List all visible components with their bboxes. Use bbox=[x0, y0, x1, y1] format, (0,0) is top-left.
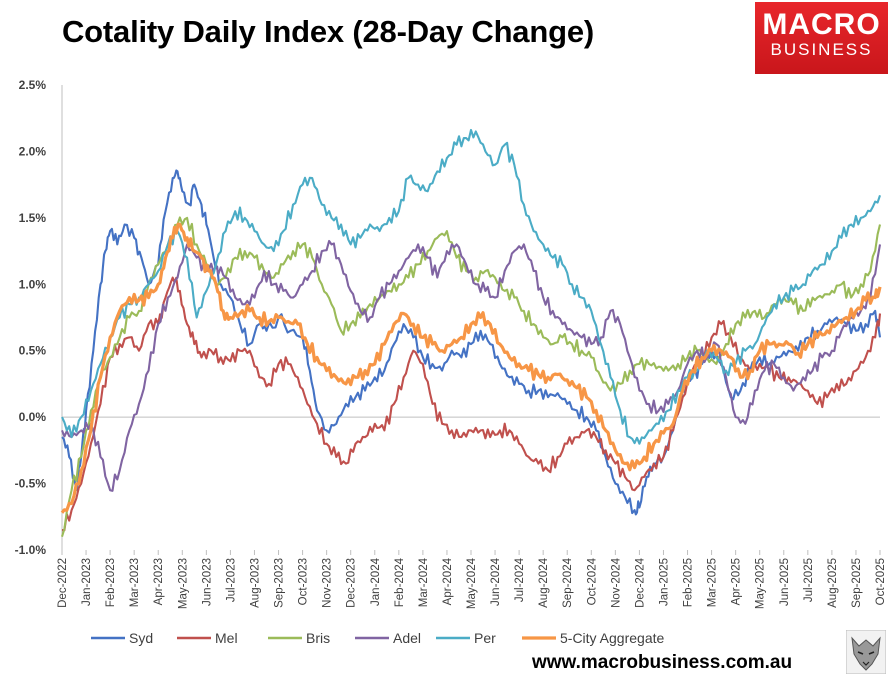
x-axis: Dec-2022 Jan-2023 Feb-2023 Mar-2023 Apr-2023… bbox=[57, 550, 887, 609]
y-tick-label: 2.5% bbox=[19, 78, 47, 92]
y-tick-label: -1.0% bbox=[15, 543, 47, 557]
x-tick-label: Apr-2025 bbox=[731, 558, 743, 605]
y-tick-label: 0.5% bbox=[19, 344, 47, 358]
series-line-syd bbox=[61, 169, 882, 516]
legend-label-adel: Adel bbox=[393, 630, 421, 646]
x-tick-label: Aug-2025 bbox=[827, 558, 839, 608]
x-tick-label: Dec-2024 bbox=[634, 557, 646, 607]
chart-title: Cotality Daily Index (28-Day Change) bbox=[62, 14, 594, 49]
legend-label-syd: Syd bbox=[129, 630, 153, 646]
series-line-adel bbox=[61, 239, 882, 492]
x-tick-label: Apr-2023 bbox=[153, 558, 165, 605]
logo-line2: BUSINESS bbox=[770, 40, 873, 59]
x-tick-label: Dec-2023 bbox=[346, 558, 358, 608]
legend: Syd Mel Bris Adel Per 5-City Aggregate bbox=[91, 630, 664, 646]
x-tick-label: May-2024 bbox=[466, 557, 478, 609]
series-line-mel bbox=[61, 276, 882, 532]
x-tick-label: Oct-2024 bbox=[586, 557, 598, 605]
wolf-logo-icon bbox=[846, 630, 886, 674]
x-tick-label: Feb-2024 bbox=[394, 557, 406, 607]
x-tick-label: Feb-2023 bbox=[105, 558, 117, 607]
y-tick-label: 1.5% bbox=[19, 211, 47, 225]
macrobusiness-logo: MACRO BUSINESS bbox=[755, 2, 888, 74]
x-tick-label: Aug-2023 bbox=[249, 558, 261, 608]
legend-label-mel: Mel bbox=[215, 630, 238, 646]
x-tick-label: Oct-2023 bbox=[298, 558, 310, 605]
y-tick-label: 0.0% bbox=[19, 410, 47, 424]
series-line-5-city-aggregate bbox=[60, 222, 882, 514]
x-tick-label: Sep-2024 bbox=[562, 557, 574, 607]
y-axis: 2.5% 2.0% 1.5% 1.0% 0.5% 0.0% -0.5% -1.0% bbox=[15, 78, 63, 557]
x-tick-label: Jan-2025 bbox=[658, 558, 670, 606]
x-tick-label: Nov-2024 bbox=[610, 557, 622, 607]
y-tick-label: -0.5% bbox=[15, 477, 47, 491]
x-tick-label: Jun-2023 bbox=[201, 558, 213, 606]
x-tick-label: May-2023 bbox=[177, 558, 189, 609]
x-tick-label: Feb-2025 bbox=[683, 558, 695, 607]
x-tick-label: Jun-2024 bbox=[490, 557, 502, 606]
line-chart: 2.5% 2.0% 1.5% 1.0% 0.5% 0.0% -0.5% -1.0% Dec-2… bbox=[15, 78, 887, 646]
x-tick-label: Jul-2025 bbox=[803, 558, 815, 602]
x-tick-label: Jul-2024 bbox=[514, 557, 526, 602]
x-tick-label: Dec-2022 bbox=[57, 558, 69, 608]
x-tick-label: Nov-2023 bbox=[322, 558, 334, 608]
footer-url: www.macrobusiness.com.au bbox=[532, 652, 793, 673]
legend-label-5-city-aggregate: 5-City Aggregate bbox=[560, 630, 664, 646]
x-tick-label: Jan-2024 bbox=[370, 557, 382, 606]
y-tick-label: 1.0% bbox=[19, 277, 47, 291]
plot-background bbox=[62, 85, 880, 550]
legend-label-bris: Bris bbox=[306, 630, 330, 646]
x-tick-label: Jun-2025 bbox=[779, 558, 791, 606]
x-tick-label: Oct-2025 bbox=[875, 558, 887, 605]
x-tick-label: Apr-2024 bbox=[442, 557, 454, 605]
x-tick-label: Sep-2023 bbox=[274, 558, 286, 608]
x-tick-label: Jul-2023 bbox=[225, 558, 237, 602]
x-tick-label: Sep-2025 bbox=[851, 558, 863, 608]
x-tick-label: Mar-2024 bbox=[418, 557, 430, 607]
logo-line1: MACRO bbox=[762, 8, 881, 41]
y-tick-label: 2.0% bbox=[19, 144, 47, 158]
x-tick-label: Mar-2023 bbox=[129, 558, 141, 607]
series-layer bbox=[60, 128, 882, 538]
plot-area bbox=[62, 85, 880, 550]
x-tick-label: Jan-2023 bbox=[81, 558, 93, 606]
x-tick-label: May-2025 bbox=[755, 558, 767, 609]
x-tick-label: Mar-2025 bbox=[707, 558, 719, 607]
series-line-per bbox=[61, 128, 881, 445]
x-tick-label: Aug-2024 bbox=[538, 557, 550, 607]
legend-label-per: Per bbox=[474, 630, 496, 646]
